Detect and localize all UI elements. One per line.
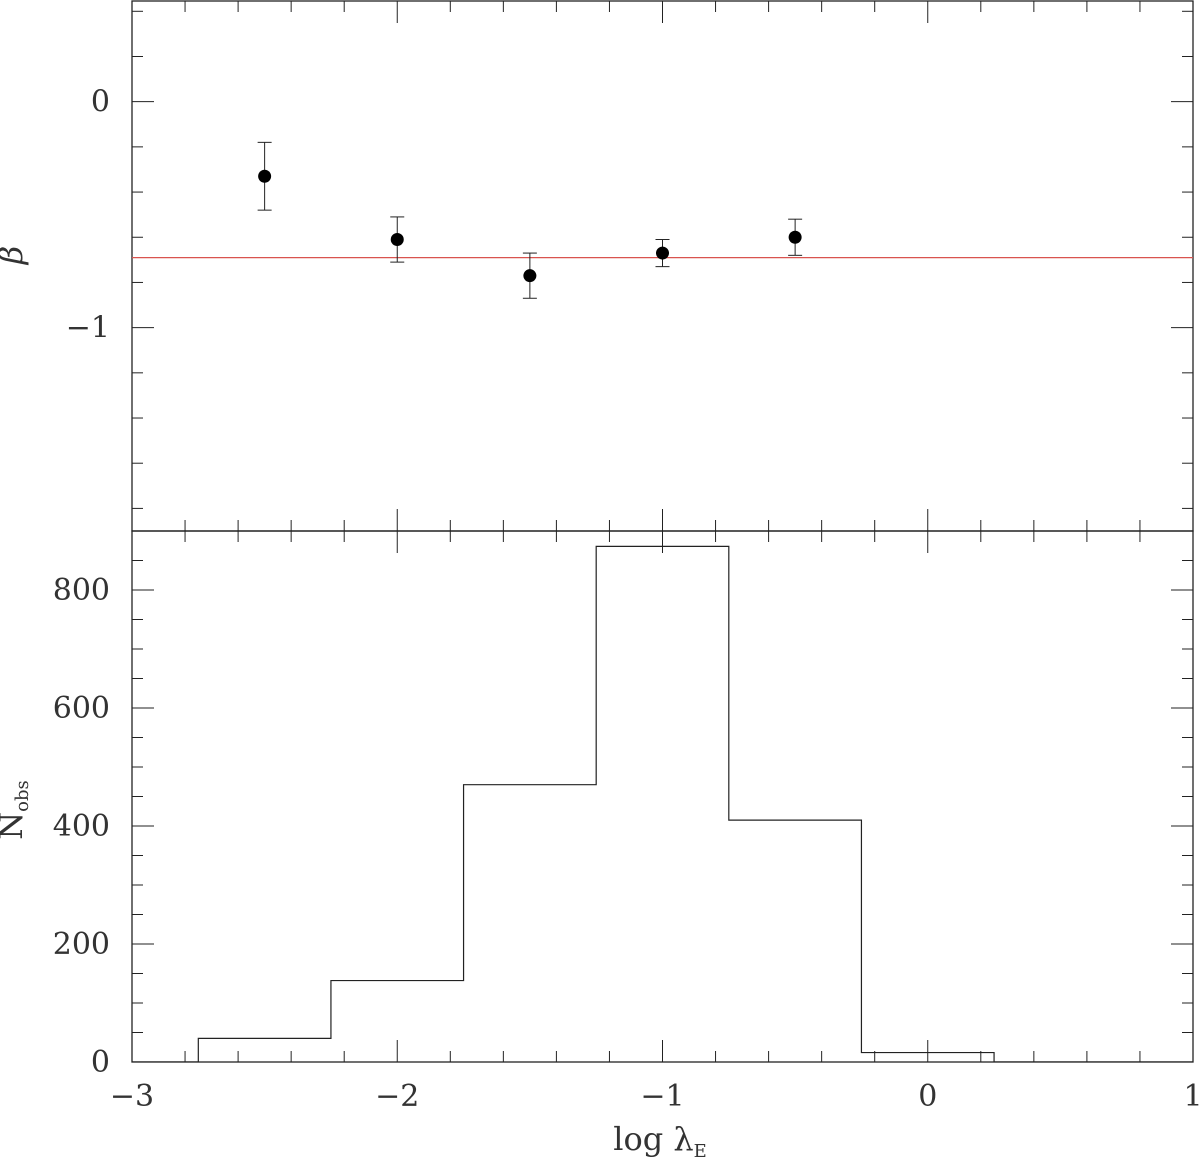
y-tick-label: −1 <box>66 311 110 346</box>
point-marker <box>788 230 802 244</box>
point-marker <box>656 246 669 260</box>
x-tick-label: 0 <box>918 1079 937 1114</box>
y-tick-label: 0 <box>91 85 110 120</box>
data-point <box>655 239 670 268</box>
y-tick-label: 200 <box>53 927 110 962</box>
nobs-axis-label: Nobs <box>0 780 33 840</box>
histogram-steps <box>132 545 1193 1062</box>
x-tick-label: −3 <box>110 1079 154 1114</box>
data-point <box>257 141 272 211</box>
point-marker <box>258 169 272 183</box>
bottom-plot-frame <box>131 530 1194 1063</box>
data-point <box>522 252 537 299</box>
data-point <box>788 218 803 256</box>
x-axis-label: log λE <box>613 1120 707 1161</box>
x-tick-label: −2 <box>375 1079 419 1114</box>
histogram-panel: −3 −2 −1 0 1 0 200 400 600 800 <box>53 530 1200 1114</box>
point-marker <box>390 233 404 247</box>
y-tick-label: 800 <box>53 573 110 608</box>
point-marker <box>523 269 537 283</box>
y-tick-label: 0 <box>91 1045 110 1080</box>
x-tick-label: 1 <box>1183 1079 1200 1114</box>
beta-axis-label: β <box>0 246 30 266</box>
beta-panel: 0 −1 <box>66 0 1194 532</box>
y-tick-label: 600 <box>53 691 110 726</box>
x-tick-label: −1 <box>640 1079 684 1114</box>
y-tick-label: 400 <box>53 809 110 844</box>
data-point <box>390 216 405 263</box>
